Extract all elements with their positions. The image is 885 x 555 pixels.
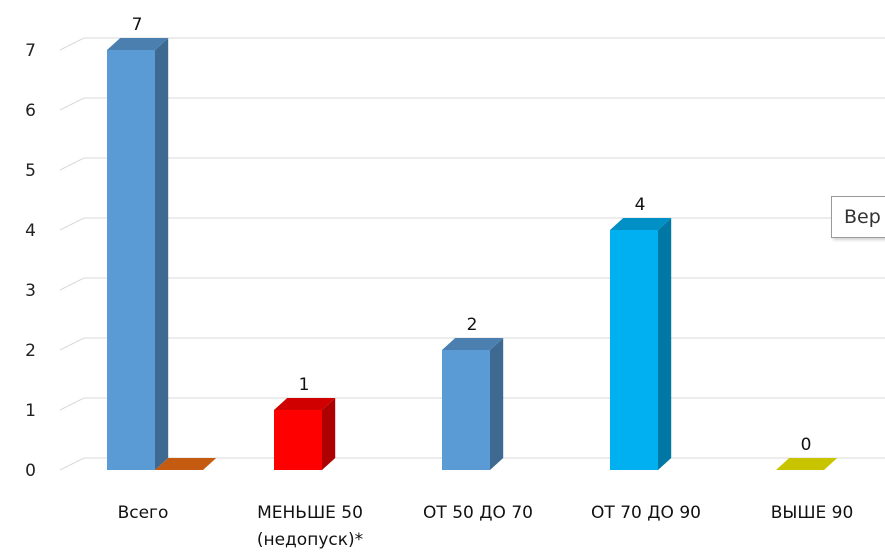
data-label: 2: [467, 315, 478, 335]
x-tick-label: ОТ 70 ДО 90: [591, 503, 701, 523]
bar-0: [107, 38, 169, 470]
gridline-diag: [59, 457, 85, 471]
bar-4: [776, 458, 838, 470]
bars: [107, 38, 838, 470]
data-labels: 7 1 2 4 0: [132, 15, 812, 455]
y-tick-label: 5: [25, 161, 36, 181]
hover-tooltip: Вер: [831, 196, 885, 238]
data-label: 7: [132, 15, 143, 35]
y-tick-label: 1: [25, 401, 36, 421]
bar-3: [610, 218, 672, 470]
gridline-diag: [59, 37, 85, 51]
gridline-diag: [59, 277, 85, 291]
data-label: 4: [635, 195, 646, 215]
gridline-diag: [59, 397, 85, 411]
x-tick-label: ВЫШЕ 90: [771, 503, 854, 523]
y-tick-label: 7: [25, 41, 36, 61]
gridline-diag: [59, 337, 85, 351]
y-axis-ticks: 0 1 2 3 4 5 6 7: [25, 41, 36, 481]
y-tick-label: 4: [25, 221, 36, 241]
data-label: 1: [299, 375, 310, 395]
gridline-diag: [59, 97, 85, 111]
bar-extra-0: [155, 458, 217, 470]
x-tick-label: Всего: [118, 503, 169, 523]
gridline-diag: [59, 157, 85, 171]
x-tick-label: МЕНЬШЕ 50 (недопуск)*: [257, 503, 363, 550]
x-axis-labels: Всего МЕНЬШЕ 50 (недопуск)* ОТ 50 ДО 70 ОТ 7…: [118, 503, 854, 550]
data-label: 0: [801, 435, 812, 455]
bar-1: [274, 398, 336, 470]
bar-2: [442, 338, 504, 470]
y-tick-label: 6: [25, 101, 36, 121]
x-tick-label: ОТ 50 ДО 70: [423, 503, 533, 523]
gridline-diag: [59, 217, 85, 231]
y-tick-label: 2: [25, 341, 36, 361]
tooltip-text: Вер: [844, 206, 881, 228]
y-tick-label: 0: [25, 461, 36, 481]
y-tick-label: 3: [25, 281, 36, 301]
